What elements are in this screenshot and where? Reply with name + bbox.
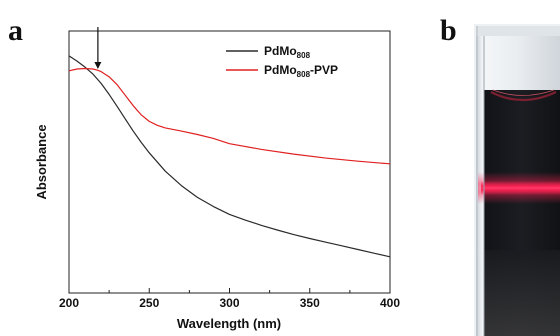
series-layer [68, 55, 391, 258]
legend: PdMo808 PdMo808-PVP [226, 44, 338, 79]
x-tick-label: 400 [380, 296, 400, 310]
annotation-layer [94, 27, 102, 69]
x-axis-title: Wavelength (nm) [177, 316, 281, 331]
panel-b-label: b [440, 14, 457, 47]
x-tick-label: 300 [219, 296, 239, 310]
liquid-meniscus [490, 91, 557, 102]
series-line-pdmo808-pvp [68, 67, 391, 165]
liquid-meniscus-highlight [492, 89, 555, 96]
x-tick-label: 200 [59, 296, 79, 310]
absorbance-chart: 200 250 300 350 400 Wavelength (nm) Absorban… [34, 27, 400, 331]
x-tick-label: 350 [300, 296, 320, 310]
laser-beam [481, 181, 560, 195]
arrow-head [94, 61, 102, 69]
cuvette-photo [474, 24, 560, 336]
x-axis-ticks [68, 288, 391, 293]
x-tick-label: 250 [139, 296, 159, 310]
y-axis-title: Absorbance [34, 124, 49, 199]
panel-a-label: a [8, 14, 23, 47]
legend-label: PdMo808 [264, 44, 311, 60]
x-axis-tick-labels: 200 250 300 350 400 [59, 296, 400, 310]
legend-label: PdMo808-PVP [264, 63, 338, 79]
series-line-pdmo808 [68, 55, 391, 258]
cuvette-rim [476, 26, 560, 36]
lower-liquid [484, 250, 560, 336]
